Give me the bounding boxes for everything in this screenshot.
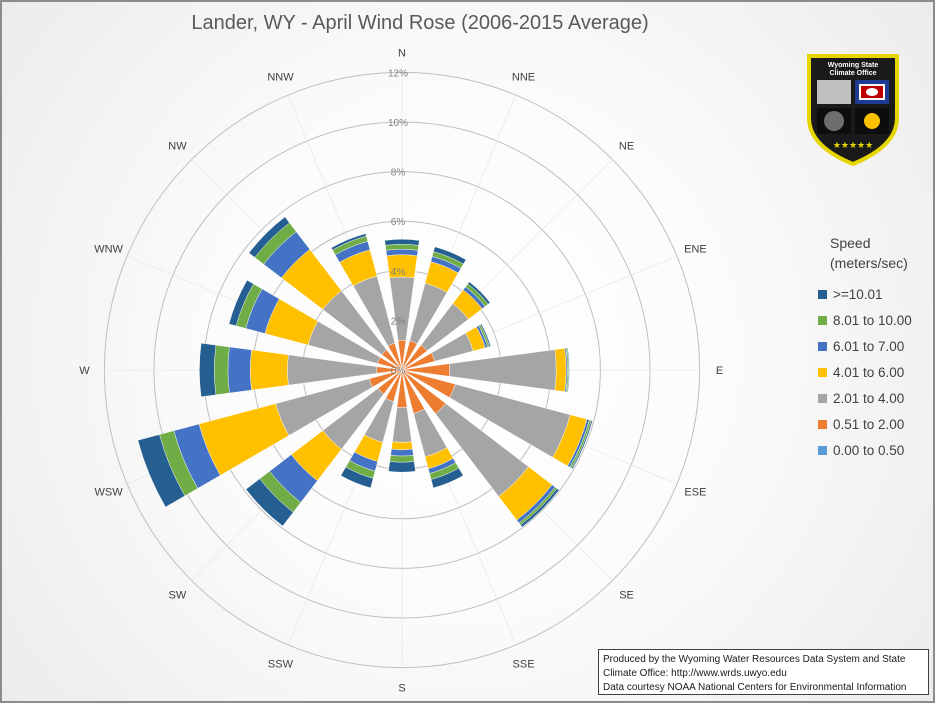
svg-text:Wyoming State: Wyoming State <box>828 62 879 69</box>
wind-bar-segment <box>554 348 567 392</box>
legend-item: 6.01 to 7.00 <box>818 333 930 359</box>
legend-item: >=10.01 <box>818 281 930 307</box>
legend-swatch <box>818 367 827 377</box>
legend-label: 0.51 to 2.00 <box>833 416 905 432</box>
wind-bar-segment <box>467 281 491 305</box>
legend-item: 8.01 to 10.00 <box>818 307 930 333</box>
direction-label: W <box>79 365 90 377</box>
direction-label: NW <box>168 140 187 152</box>
direction-label: WNW <box>94 243 123 255</box>
wind-bar-segment <box>390 448 414 457</box>
legend-label: 8.01 to 10.00 <box>833 312 912 328</box>
direction-label: NNE <box>512 72 535 84</box>
svg-text:Climate Office: Climate Office <box>829 70 876 77</box>
svg-text:★★★★★: ★★★★★ <box>833 141 873 151</box>
wind-bar-segment <box>228 279 254 327</box>
wind-bar-segment <box>245 478 294 527</box>
direction-label: SSW <box>268 658 294 670</box>
direction-label: E <box>716 365 723 377</box>
wind-bar-segment <box>520 488 560 528</box>
wind-bar-segment <box>389 455 415 463</box>
legend-item: 2.01 to 4.00 <box>818 385 930 411</box>
wind-bar-segment <box>430 467 464 489</box>
chart-title: Lander, WY - April Wind Rose (2006-2015 … <box>191 12 649 34</box>
direction-labels: N NNE NE ENE E ESE SE SSE S SSW SW WSW W WNW NW NNW <box>79 47 723 694</box>
legend-item: 0.00 to 0.50 <box>818 437 930 463</box>
chart-legend: Speed (meters/sec) >=10.01 8.01 to 10.00 6… <box>818 233 930 463</box>
legend-swatch <box>818 393 827 403</box>
direction-label: NE <box>619 140 634 152</box>
wind-bar-segment <box>385 244 419 251</box>
legend-label: 4.01 to 6.00 <box>833 364 905 380</box>
legend-swatch <box>818 315 827 325</box>
wind-bar-segment <box>389 276 415 341</box>
wind-bar-segment <box>227 346 252 394</box>
direction-label: NNW <box>267 72 294 84</box>
wind-bar-segment <box>566 347 570 393</box>
wind-bar-segment <box>391 441 413 451</box>
legend-label: 0.00 to 0.50 <box>833 442 905 458</box>
radial-tick-label: 2% <box>391 316 406 327</box>
radial-tick-label: 12% <box>388 68 408 79</box>
wyoming-state-climate-office-logo: Wyoming State Climate Office ★★★★★ <box>807 54 899 167</box>
wind-bar-segment <box>384 239 420 246</box>
direction-label: SE <box>619 590 634 602</box>
wind-bar-segment <box>137 434 186 508</box>
legend-swatch <box>818 445 827 455</box>
legend-label: 2.01 to 4.00 <box>833 390 905 406</box>
direction-label: S <box>398 683 405 695</box>
legend-swatch <box>818 341 827 351</box>
wind-bar-segment <box>433 246 467 265</box>
wind-bar-segment <box>330 233 367 251</box>
radial-tick-label: 6% <box>391 217 406 228</box>
legend-swatch <box>818 419 827 429</box>
legend-label: >=10.01 <box>833 286 883 302</box>
radial-tick-labels: 0% 2% 4% 6% 8% 10% 12% <box>388 68 408 377</box>
direction-label: N <box>398 47 406 59</box>
wind-bar-segment <box>480 323 491 347</box>
wind-bar-segment <box>388 461 416 473</box>
credit-line-3: Data courtesy NOAA National Centers for … <box>603 682 907 693</box>
wind-bar-segment <box>385 249 419 256</box>
legend-swatch <box>818 289 827 299</box>
legend-label: 6.01 to 7.00 <box>833 338 905 354</box>
wind-bar-segment <box>571 420 593 470</box>
direction-label: ENE <box>684 243 707 255</box>
wind-bar-segment <box>248 216 290 258</box>
credit-line-1: Produced by the Wyoming Water Resources … <box>603 654 906 665</box>
credit-line-2: Climate Office: http://www.wrds.uwyo.edu <box>603 668 787 679</box>
direction-label: ESE <box>684 487 706 499</box>
radial-tick-label: 8% <box>391 168 406 179</box>
wind-bars <box>137 216 593 528</box>
direction-label: WSW <box>95 487 124 499</box>
wind-bar-segment <box>392 407 412 443</box>
radial-tick-label: 0% <box>391 366 406 377</box>
legend-title: Speed (meters/sec) <box>830 235 908 271</box>
radial-tick-label: 10% <box>388 118 408 129</box>
legend-item: 0.51 to 2.00 <box>818 411 930 437</box>
radial-tick-label: 4% <box>391 267 406 278</box>
legend-item: 4.01 to 6.00 <box>818 359 930 385</box>
direction-label: SW <box>169 590 187 602</box>
wind-bar-segment <box>214 344 230 396</box>
wind-bar-segment <box>340 466 374 489</box>
credit-box: Produced by the Wyoming Water Resources … <box>598 649 929 695</box>
wind-bar-segment <box>199 342 217 398</box>
direction-label: SSE <box>513 658 535 670</box>
wind-bar-segment <box>250 349 289 391</box>
wind-bar-segment <box>448 349 557 391</box>
